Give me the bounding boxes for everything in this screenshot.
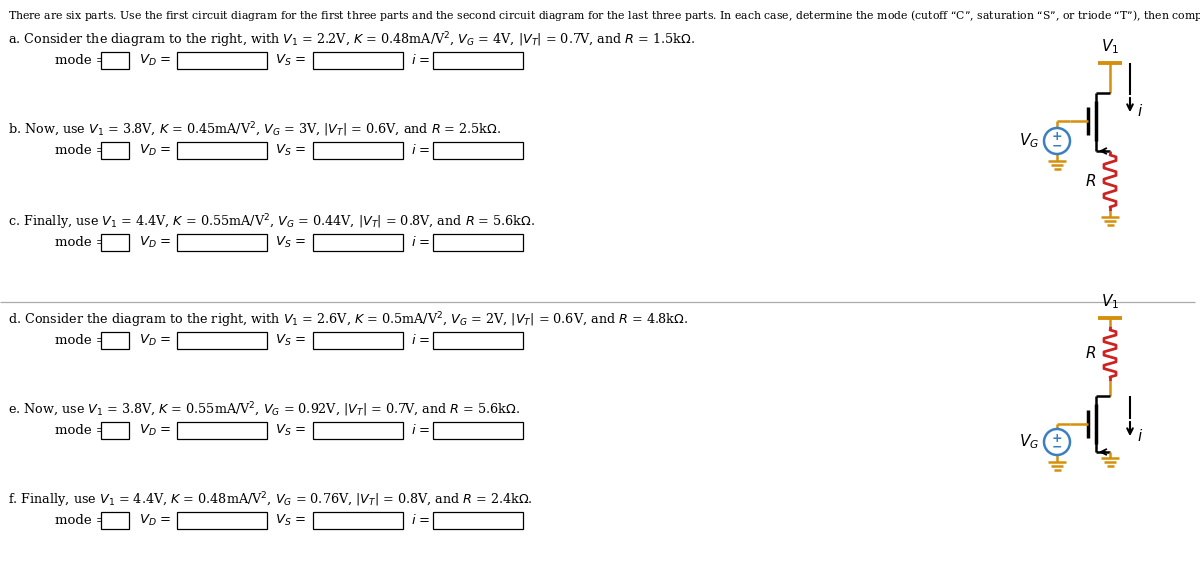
Text: $V_S$ =: $V_S$ = — [275, 143, 306, 158]
Text: mode =: mode = — [55, 144, 107, 157]
Text: $V_D$ =: $V_D$ = — [139, 53, 172, 68]
Bar — [101, 142, 130, 159]
Text: $i$ =: $i$ = — [410, 236, 431, 249]
Text: −: − — [1051, 139, 1062, 152]
Text: $V_D$ =: $V_D$ = — [139, 513, 172, 528]
Bar — [178, 332, 266, 349]
Bar — [178, 234, 266, 251]
Text: $V_1$: $V_1$ — [1100, 292, 1120, 311]
Text: a. Consider the diagram to the right, with $V_1$ = 2.2V, $K$ = 0.48mA/V$^2$, $V_: a. Consider the diagram to the right, wi… — [8, 30, 695, 50]
Bar — [433, 142, 523, 159]
Bar — [178, 512, 266, 529]
Bar — [313, 422, 403, 439]
Text: $V_D$ =: $V_D$ = — [139, 143, 172, 158]
Text: mode =: mode = — [55, 236, 107, 249]
Text: +: + — [1051, 131, 1062, 143]
Text: $V_S$ =: $V_S$ = — [275, 513, 306, 528]
Bar — [313, 332, 403, 349]
Text: $i$: $i$ — [1138, 103, 1144, 119]
Text: $V_1$: $V_1$ — [1100, 37, 1120, 56]
Text: $i$ =: $i$ = — [410, 513, 431, 528]
Text: f. Finally, use $V_1$ = 4.4V, $K$ = 0.48mA/V$^2$, $V_G$ = 0.76V, $|V_T|$ = 0.8V,: f. Finally, use $V_1$ = 4.4V, $K$ = 0.48… — [8, 490, 533, 509]
Text: $i$ =: $i$ = — [410, 53, 431, 68]
Text: c. Finally, use $V_1$ = 4.4V, $K$ = 0.55mA/V$^2$, $V_G$ = 0.44V, $|V_T|$ = 0.8V,: c. Finally, use $V_1$ = 4.4V, $K$ = 0.55… — [8, 212, 535, 231]
Text: e. Now, use $V_1$ = 3.8V, $K$ = 0.55mA/V$^2$, $V_G$ = 0.92V, $|V_T|$ = 0.7V, and: e. Now, use $V_1$ = 3.8V, $K$ = 0.55mA/V… — [8, 400, 521, 419]
Bar — [313, 52, 403, 69]
Text: mode =: mode = — [55, 54, 107, 67]
Bar — [433, 52, 523, 69]
Text: There are six parts. Use the first circuit diagram for the first three parts and: There are six parts. Use the first circu… — [8, 8, 1200, 23]
Text: mode =: mode = — [55, 334, 107, 347]
Text: $R$: $R$ — [1085, 173, 1096, 189]
Bar — [178, 142, 266, 159]
Bar — [313, 142, 403, 159]
Bar — [433, 422, 523, 439]
Text: $i$ =: $i$ = — [410, 423, 431, 438]
Text: $i$ =: $i$ = — [410, 333, 431, 347]
Text: d. Consider the diagram to the right, with $V_1$ = 2.6V, $K$ = 0.5mA/V$^2$, $V_G: d. Consider the diagram to the right, wi… — [8, 310, 689, 329]
Text: $V_G$: $V_G$ — [1019, 433, 1039, 452]
Bar — [101, 512, 130, 529]
Text: $V_S$ =: $V_S$ = — [275, 53, 306, 68]
Bar — [433, 512, 523, 529]
Text: +: + — [1051, 431, 1062, 445]
Text: mode =: mode = — [55, 514, 107, 527]
Text: $V_D$ =: $V_D$ = — [139, 235, 172, 250]
Text: −: − — [1051, 441, 1062, 453]
Text: $V_S$ =: $V_S$ = — [275, 423, 306, 438]
Bar — [101, 234, 130, 251]
Bar — [101, 422, 130, 439]
Text: $V_D$ =: $V_D$ = — [139, 423, 172, 438]
Bar — [313, 234, 403, 251]
Bar — [101, 52, 130, 69]
Bar — [313, 512, 403, 529]
Bar — [433, 332, 523, 349]
Text: $i$: $i$ — [1138, 428, 1144, 444]
Bar — [178, 422, 266, 439]
Text: $V_G$: $V_G$ — [1019, 132, 1039, 150]
Text: $i$ =: $i$ = — [410, 143, 431, 158]
Text: mode =: mode = — [55, 424, 107, 437]
Text: b. Now, use $V_1$ = 3.8V, $K$ = 0.45mA/V$^2$, $V_G$ = 3V, $|V_T|$ = 0.6V, and $R: b. Now, use $V_1$ = 3.8V, $K$ = 0.45mA/V… — [8, 120, 502, 139]
Bar — [178, 52, 266, 69]
Bar — [433, 234, 523, 251]
Text: $V_S$ =: $V_S$ = — [275, 333, 306, 348]
Bar — [101, 332, 130, 349]
Text: $V_S$ =: $V_S$ = — [275, 235, 306, 250]
Text: $V_D$ =: $V_D$ = — [139, 333, 172, 348]
Text: $R$: $R$ — [1085, 346, 1096, 362]
